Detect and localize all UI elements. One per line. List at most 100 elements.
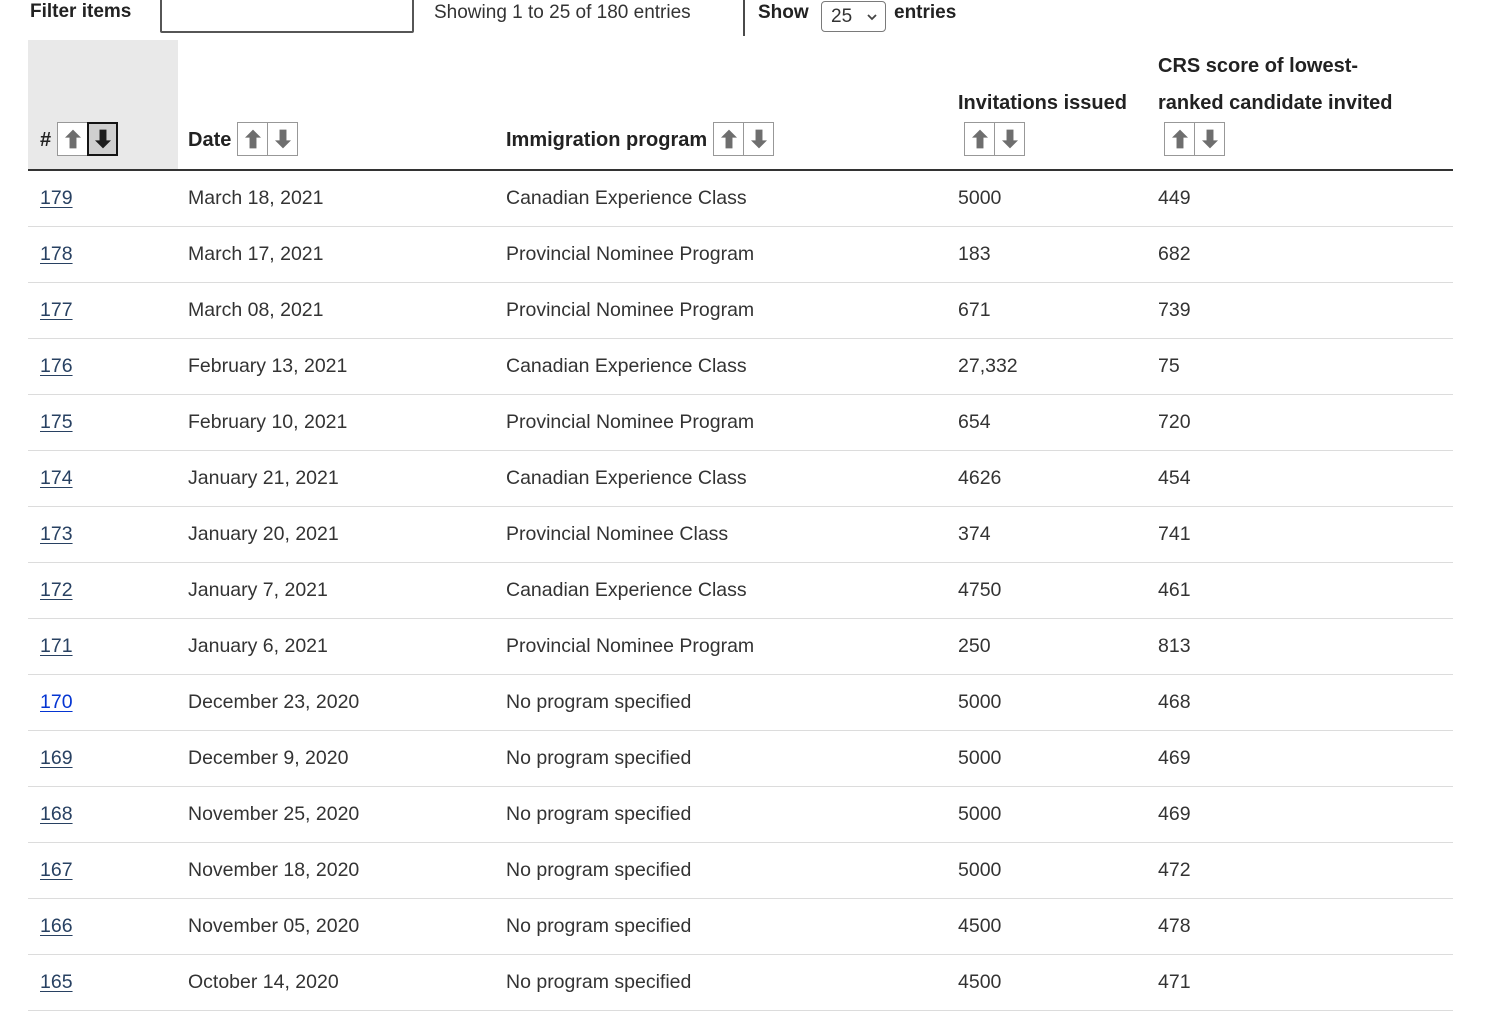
date-cell: November 05, 2020 <box>178 898 496 955</box>
crs-score-cell: 449 <box>1148 170 1453 227</box>
date-cell: February 13, 2021 <box>178 338 496 395</box>
round-number-link[interactable]: 175 <box>40 411 73 433</box>
round-number-link[interactable]: 168 <box>40 803 73 825</box>
date-cell: March 18, 2021 <box>178 170 496 227</box>
sort-ascending-button[interactable] <box>1164 121 1195 156</box>
round-number-cell: 173 <box>28 506 178 563</box>
column-header-label: Invitations issued <box>958 92 1127 114</box>
round-number-link[interactable]: 173 <box>40 523 73 545</box>
table-row: 170 December 23, 2020 No program specifi… <box>28 674 1453 731</box>
round-number-link[interactable]: 177 <box>40 299 73 321</box>
round-number-link[interactable]: 171 <box>40 635 73 657</box>
invitations-issued-cell: 27,332 <box>948 338 1148 395</box>
round-number-cell: 171 <box>28 618 178 675</box>
table-row: 172 January 7, 2021 Canadian Experience … <box>28 562 1453 619</box>
immigration-program-cell: Canadian Experience Class <box>496 450 948 507</box>
table-row: 169 December 9, 2020 No program specifie… <box>28 730 1453 787</box>
page-size-select[interactable]: 25 <box>821 1 886 32</box>
round-number-cell: 178 <box>28 226 178 283</box>
round-number-cell: 169 <box>28 730 178 787</box>
table-row: 177 March 08, 2021 Provincial Nominee Pr… <box>28 282 1453 339</box>
invitations-issued-cell: 671 <box>948 282 1148 339</box>
round-number-cell: 166 <box>28 898 178 955</box>
column-header-invitations-issued: Invitations issued <box>948 40 1148 171</box>
filter-input[interactable] <box>160 0 414 33</box>
immigration-program-cell: No program specified <box>496 842 948 899</box>
invitations-issued-cell: 4500 <box>948 898 1148 955</box>
sort-descending-button[interactable] <box>743 121 775 156</box>
arrow-up-icon <box>720 129 737 149</box>
arrow-up-icon <box>1171 129 1188 149</box>
arrow-down-icon <box>1201 129 1218 149</box>
arrow-down-icon <box>274 129 291 149</box>
sort-descending-button[interactable] <box>994 121 1025 156</box>
round-number-link[interactable]: 165 <box>40 971 73 993</box>
invitations-issued-cell: 654 <box>948 394 1148 451</box>
date-cell: October 14, 2020 <box>178 954 496 1011</box>
column-header-label: CRS score of lowest-ranked candidate inv… <box>1158 55 1393 114</box>
invitations-issued-cell: 4626 <box>948 450 1148 507</box>
date-cell: November 25, 2020 <box>178 786 496 843</box>
immigration-program-cell: No program specified <box>496 786 948 843</box>
sort-ascending-button[interactable] <box>237 121 269 156</box>
round-number-link[interactable]: 176 <box>40 355 73 377</box>
crs-score-cell: 461 <box>1148 562 1453 619</box>
immigration-program-cell: No program specified <box>496 730 948 787</box>
crs-score-cell: 472 <box>1148 842 1453 899</box>
invitation-rounds-table: # Date Immigration program Invitations i… <box>28 40 1453 1011</box>
round-number-link[interactable]: 167 <box>40 859 73 881</box>
toolbar-divider <box>743 0 745 36</box>
round-number-cell: 177 <box>28 282 178 339</box>
date-cell: December 23, 2020 <box>178 674 496 731</box>
table-row: 179 March 18, 2021 Canadian Experience C… <box>28 170 1453 227</box>
immigration-program-cell: Provincial Nominee Program <box>496 394 948 451</box>
show-label: Show <box>758 2 809 23</box>
column-header-label: Immigration program <box>506 129 708 151</box>
date-cell: December 9, 2020 <box>178 730 496 787</box>
invitations-issued-cell: 5000 <box>948 842 1148 899</box>
round-number-link[interactable]: 166 <box>40 915 73 937</box>
invitations-issued-cell: 4500 <box>948 954 1148 1011</box>
immigration-program-cell: Provincial Nominee Program <box>496 226 948 283</box>
column-header-label: Date <box>188 129 232 151</box>
round-number-link[interactable]: 172 <box>40 579 73 601</box>
column-header-number: # <box>28 40 178 171</box>
column-header-label: # <box>40 129 52 151</box>
round-number-link[interactable]: 174 <box>40 467 73 489</box>
table-row: 167 November 18, 2020 No program specifi… <box>28 842 1453 899</box>
arrow-up-icon <box>971 129 988 149</box>
date-cell: January 21, 2021 <box>178 450 496 507</box>
immigration-program-cell: Canadian Experience Class <box>496 338 948 395</box>
table-body: 179 March 18, 2021 Canadian Experience C… <box>28 170 1453 1011</box>
round-number-cell: 167 <box>28 842 178 899</box>
sort-descending-button[interactable] <box>267 121 299 156</box>
round-number-cell: 170 <box>28 674 178 731</box>
sort-ascending-button[interactable] <box>964 121 995 156</box>
round-number-cell: 174 <box>28 450 178 507</box>
immigration-program-cell: Canadian Experience Class <box>496 562 948 619</box>
crs-score-cell: 741 <box>1148 506 1453 563</box>
round-number-link[interactable]: 169 <box>40 747 73 769</box>
round-number-link[interactable]: 178 <box>40 243 73 265</box>
showing-entries-text: Showing 1 to 25 of 180 entries <box>434 2 691 23</box>
crs-score-cell: 75 <box>1148 338 1453 395</box>
sort-descending-button[interactable] <box>87 121 119 156</box>
round-number-link[interactable]: 179 <box>40 187 73 209</box>
filter-items-label: Filter items <box>30 1 132 22</box>
date-cell: March 17, 2021 <box>178 226 496 283</box>
sort-ascending-button[interactable] <box>713 121 745 156</box>
round-number-cell: 176 <box>28 338 178 395</box>
table-row: 168 November 25, 2020 No program specifi… <box>28 786 1453 843</box>
round-number-cell: 179 <box>28 170 178 227</box>
invitations-issued-cell: 5000 <box>948 170 1148 227</box>
date-cell: March 08, 2021 <box>178 282 496 339</box>
round-number-link[interactable]: 170 <box>40 691 73 713</box>
date-cell: January 6, 2021 <box>178 618 496 675</box>
invitations-issued-cell: 4750 <box>948 562 1148 619</box>
column-header-date: Date <box>178 40 496 171</box>
immigration-program-cell: No program specified <box>496 954 948 1011</box>
sort-descending-button[interactable] <box>1194 121 1225 156</box>
arrow-up-icon <box>244 129 261 149</box>
immigration-program-cell: Provincial Nominee Program <box>496 618 948 675</box>
sort-ascending-button[interactable] <box>57 121 89 156</box>
